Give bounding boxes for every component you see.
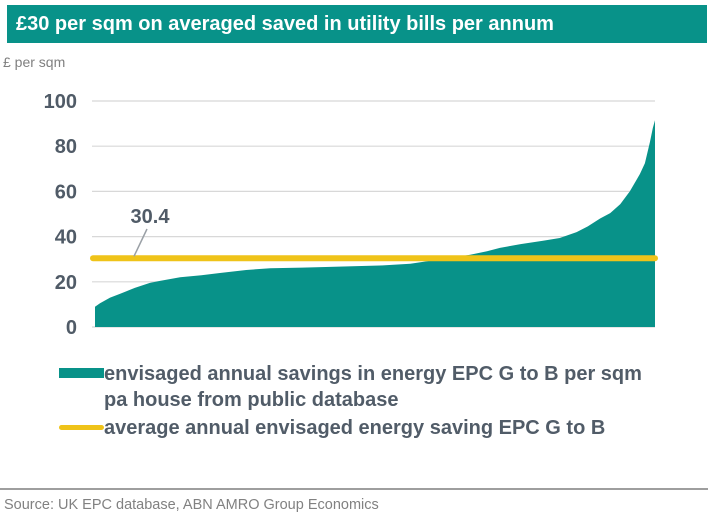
ytick-label: 40	[55, 227, 77, 249]
ytick-label: 20	[55, 272, 77, 294]
legend: envisaged annual savings in energy EPC G…	[59, 361, 665, 441]
ytick-label: 80	[55, 136, 77, 158]
average-annotation-leader	[133, 228, 148, 257]
legend-item-savings: envisaged annual savings in energy EPC G…	[59, 361, 665, 413]
footer-divider	[0, 488, 708, 490]
legend-item-label: envisaged annual savings in energy EPC G…	[104, 363, 642, 411]
y-axis-unit-label: £ per sqm	[3, 54, 66, 70]
average-line-swatch-icon	[59, 425, 104, 430]
chart-title: £30 per sqm on averaged saved in utility…	[16, 13, 554, 35]
source-note: Source: UK EPC database, ABN AMRO Group …	[4, 497, 379, 513]
ytick-label: 100	[44, 91, 77, 113]
area-series	[95, 120, 655, 327]
legend-item-label: average annual envisaged energy saving E…	[104, 417, 606, 439]
ytick-label: 0	[66, 317, 77, 339]
chart-title-banner: £30 per sqm on averaged saved in utility…	[7, 5, 707, 43]
legend-item-average: average annual envisaged energy saving E…	[59, 415, 665, 441]
area-series-swatch-icon	[59, 368, 104, 378]
ytick-label: 60	[55, 181, 77, 203]
average-annotation-label: 30.4	[131, 206, 171, 228]
